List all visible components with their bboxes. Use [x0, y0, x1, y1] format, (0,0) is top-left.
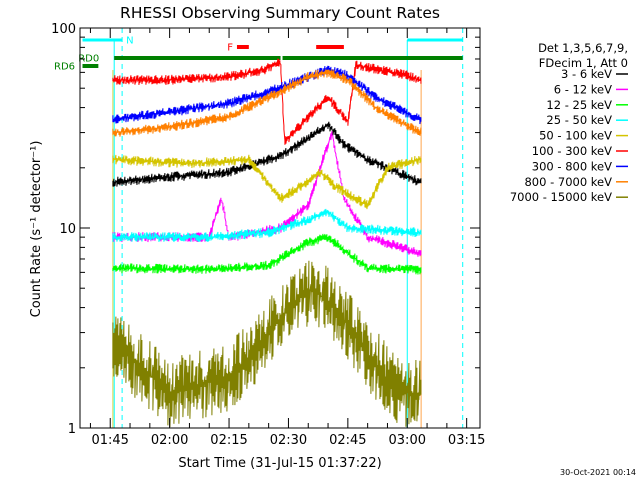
legend: Det 1,3,5,6,7,9,FDecim 1, Att 03 - 6 keV…: [510, 41, 628, 204]
legend-entry-label: 7000 - 15000 keV: [510, 190, 612, 204]
legend-entry-label: 50 - 100 keV: [539, 129, 612, 143]
flag-label-rd6: RD6: [54, 62, 75, 73]
y-tick-label: 100: [51, 22, 76, 37]
x-tick-label: 02:45: [329, 433, 366, 448]
y-tick-label: 10: [59, 222, 76, 237]
y-axis-label: Count Rate (s⁻¹ detector⁻¹): [29, 141, 44, 318]
legend-entry-label: 800 - 7000 keV: [524, 175, 612, 189]
series-line-12-25-kev: [112, 233, 422, 275]
flag-label-f: F: [227, 43, 233, 54]
y-tick-label: 1: [68, 422, 76, 437]
legend-entry-label: 300 - 800 keV: [532, 159, 612, 173]
axes: 01:45 02:00 02:15 02:30 02:45 03:00 03:15 1 10 10…: [51, 22, 485, 448]
series-line-3-6-kev: [112, 121, 422, 187]
legend-entry-label: 3 - 6 keV: [561, 67, 612, 81]
legend-header: Det 1,3,5,6,7,9,: [538, 41, 628, 55]
legend-header: FDecim 1, Att 0: [539, 56, 628, 70]
series-line-50-100-kev: [112, 154, 422, 210]
series-line-300-800-kev: [112, 65, 422, 125]
x-tick-label: 03:15: [448, 433, 485, 448]
x-tick-label: 03:00: [389, 433, 426, 448]
x-tick-label: 02:30: [270, 433, 307, 448]
series-group: [112, 58, 422, 428]
chart-title: RHESSI Observing Summary Count Rates: [120, 4, 440, 22]
series-line-25-50-kev: [112, 208, 422, 243]
x-tick-label: 01:45: [91, 433, 128, 448]
legend-entry-label: 6 - 12 keV: [554, 82, 612, 96]
flag-label-n: N: [126, 36, 133, 47]
x-tick-label: 02:15: [210, 433, 247, 448]
legend-entry-label: 100 - 300 keV: [532, 144, 612, 158]
flag-label-rd0: RD0: [78, 54, 99, 65]
series-line-7000-15000-kev: [112, 260, 422, 428]
x-axis-label: Start Time (31-Jul-15 01:37:22): [178, 456, 381, 471]
series-line-100-300-kev: [112, 58, 422, 145]
legend-entry-label: 25 - 50 keV: [546, 113, 612, 127]
timestamp-label: 30-Oct-2021 00:14: [560, 468, 636, 477]
series-line-800-7000-kev: [112, 69, 422, 137]
legend-entry-label: 12 - 25 keV: [546, 98, 612, 112]
x-tick-label: 02:00: [151, 433, 188, 448]
